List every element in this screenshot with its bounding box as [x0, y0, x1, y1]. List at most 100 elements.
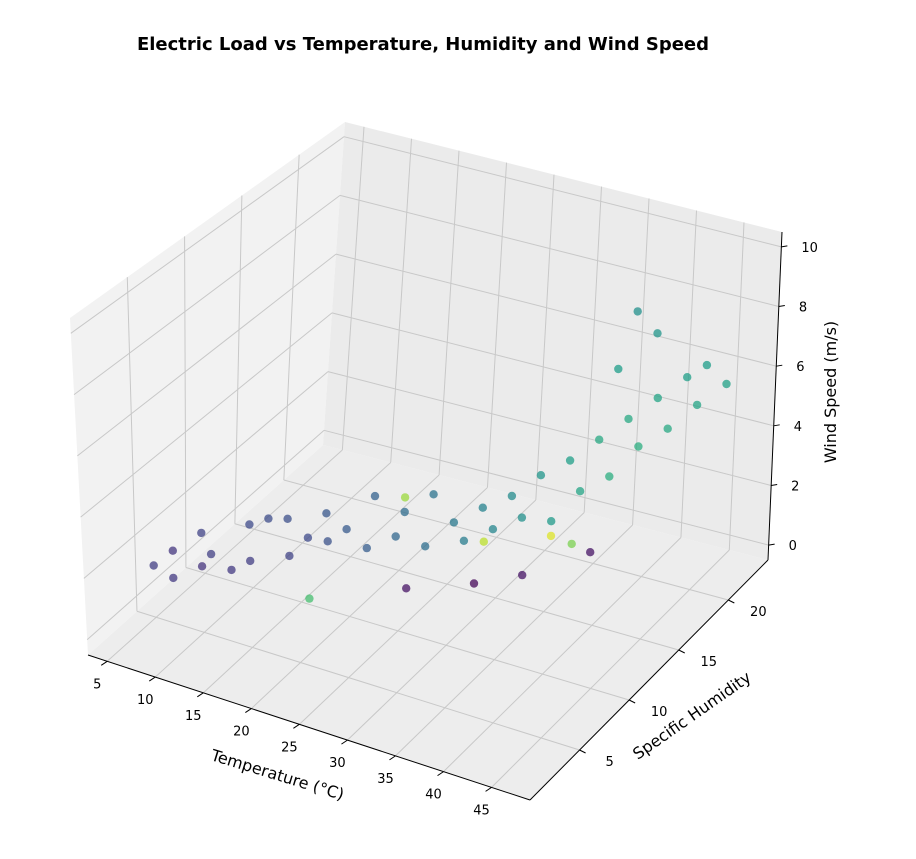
z-tick-label: 2 — [791, 479, 799, 494]
scatter-point — [586, 548, 595, 557]
scatter-point — [624, 414, 633, 424]
scatter-point — [517, 513, 527, 522]
scatter-point — [168, 546, 177, 555]
scatter-point — [206, 549, 216, 559]
scatter-point — [663, 424, 672, 433]
x-tick-mark — [389, 755, 396, 761]
scatter-point — [567, 539, 576, 549]
x-tick-label: 35 — [377, 772, 394, 787]
x-axis-label: Temperature (°C) — [208, 745, 347, 804]
scatter-point — [323, 537, 332, 546]
scatter-point — [547, 517, 556, 526]
y-gridline-wall — [234, 195, 243, 524]
x-tick-mark — [341, 739, 348, 745]
x-tick-label: 40 — [425, 788, 442, 803]
scatter-point — [285, 551, 294, 561]
scatter-point — [702, 360, 712, 370]
axis-line — [87, 654, 531, 801]
axis-line — [767, 231, 783, 561]
z-tick-mark — [773, 424, 780, 427]
z-tick-label: 8 — [799, 301, 807, 316]
scatter-point — [370, 491, 380, 501]
scatter-point — [283, 514, 292, 523]
scatter-point — [488, 525, 498, 534]
scatter-point — [536, 471, 546, 480]
y-gridline-floor — [283, 479, 729, 601]
y-axis-label: Specific Humidity — [629, 668, 755, 764]
z-tick-label: 6 — [796, 360, 804, 375]
floor-pane — [88, 445, 768, 800]
x-tick-mark — [293, 723, 300, 729]
z-gridline-back — [335, 253, 777, 367]
z-gridline-left — [80, 312, 333, 518]
z-tick-mark — [781, 245, 788, 248]
z-tick-mark — [778, 305, 785, 308]
x-tick-mark — [437, 771, 444, 777]
z-gridline-left — [86, 429, 325, 641]
x-tick-label: 20 — [233, 725, 250, 740]
x-tick-label: 10 — [137, 693, 154, 708]
scatter-point — [402, 584, 411, 593]
z-gridline-back — [343, 136, 782, 248]
axis-panes — [70, 122, 782, 800]
y-tick-mark — [728, 599, 735, 604]
scatter-point — [469, 579, 479, 588]
scatter-point — [605, 472, 614, 481]
scatter-point — [400, 493, 410, 502]
x-tick-label: 15 — [185, 709, 202, 724]
scatter-point — [507, 491, 517, 501]
z-gridline-left — [77, 253, 337, 457]
z-tick-label: 4 — [794, 420, 802, 435]
left-wall-pane — [70, 122, 345, 655]
scatter-point — [459, 536, 469, 545]
y-tick-mark — [579, 749, 586, 754]
y-tick-label: 10 — [651, 705, 668, 720]
scatter-point — [246, 556, 255, 566]
x-tick-mark — [100, 660, 108, 666]
scatter-point — [518, 570, 527, 580]
z-tick-mark — [768, 543, 775, 546]
x-tick-label: 45 — [473, 803, 490, 818]
y-tick-mark — [678, 649, 685, 654]
scatter-point — [692, 400, 702, 410]
scatter-point — [633, 307, 642, 316]
x-tick-mark — [197, 692, 204, 698]
scatter-point — [197, 528, 206, 538]
scatter-point — [575, 487, 585, 496]
scatter-point — [421, 542, 430, 551]
scatter-point — [634, 442, 643, 451]
x-gridline-wall — [390, 138, 412, 463]
scatter-point — [479, 537, 488, 546]
x-gridline-wall — [341, 126, 365, 451]
scatter-point — [305, 594, 314, 603]
z-gridline-left — [73, 195, 341, 395]
scatter-point — [362, 543, 371, 553]
z-tick-label: 10 — [801, 241, 818, 256]
scatter-point — [400, 507, 409, 517]
scatter-point — [245, 520, 254, 529]
z-axis-label: Wind Speed (m/s) — [821, 321, 840, 463]
scatter-point — [478, 503, 487, 512]
z-tick-mark — [771, 483, 778, 486]
z-gridline-back — [339, 194, 779, 308]
scatter-point — [197, 562, 207, 571]
y-gridline-floor — [136, 610, 580, 751]
x-gridline-wall — [632, 198, 650, 526]
y-gridline-wall — [126, 277, 138, 612]
x-tick-mark — [245, 708, 252, 714]
scatter-point — [683, 373, 692, 382]
x-tick-mark — [148, 676, 156, 682]
scatter-point — [565, 456, 575, 465]
scatter-point — [614, 364, 623, 374]
z-gridline-left — [83, 371, 329, 579]
y-gridline-floor — [185, 567, 630, 701]
scatter-point — [546, 531, 556, 541]
scatter-point — [722, 379, 731, 389]
x-gridline-wall — [438, 150, 460, 476]
scatter-points — [149, 307, 731, 603]
z-tick-label: 0 — [789, 539, 797, 554]
scatter-point — [429, 490, 438, 499]
z-gridline-back — [323, 429, 769, 546]
